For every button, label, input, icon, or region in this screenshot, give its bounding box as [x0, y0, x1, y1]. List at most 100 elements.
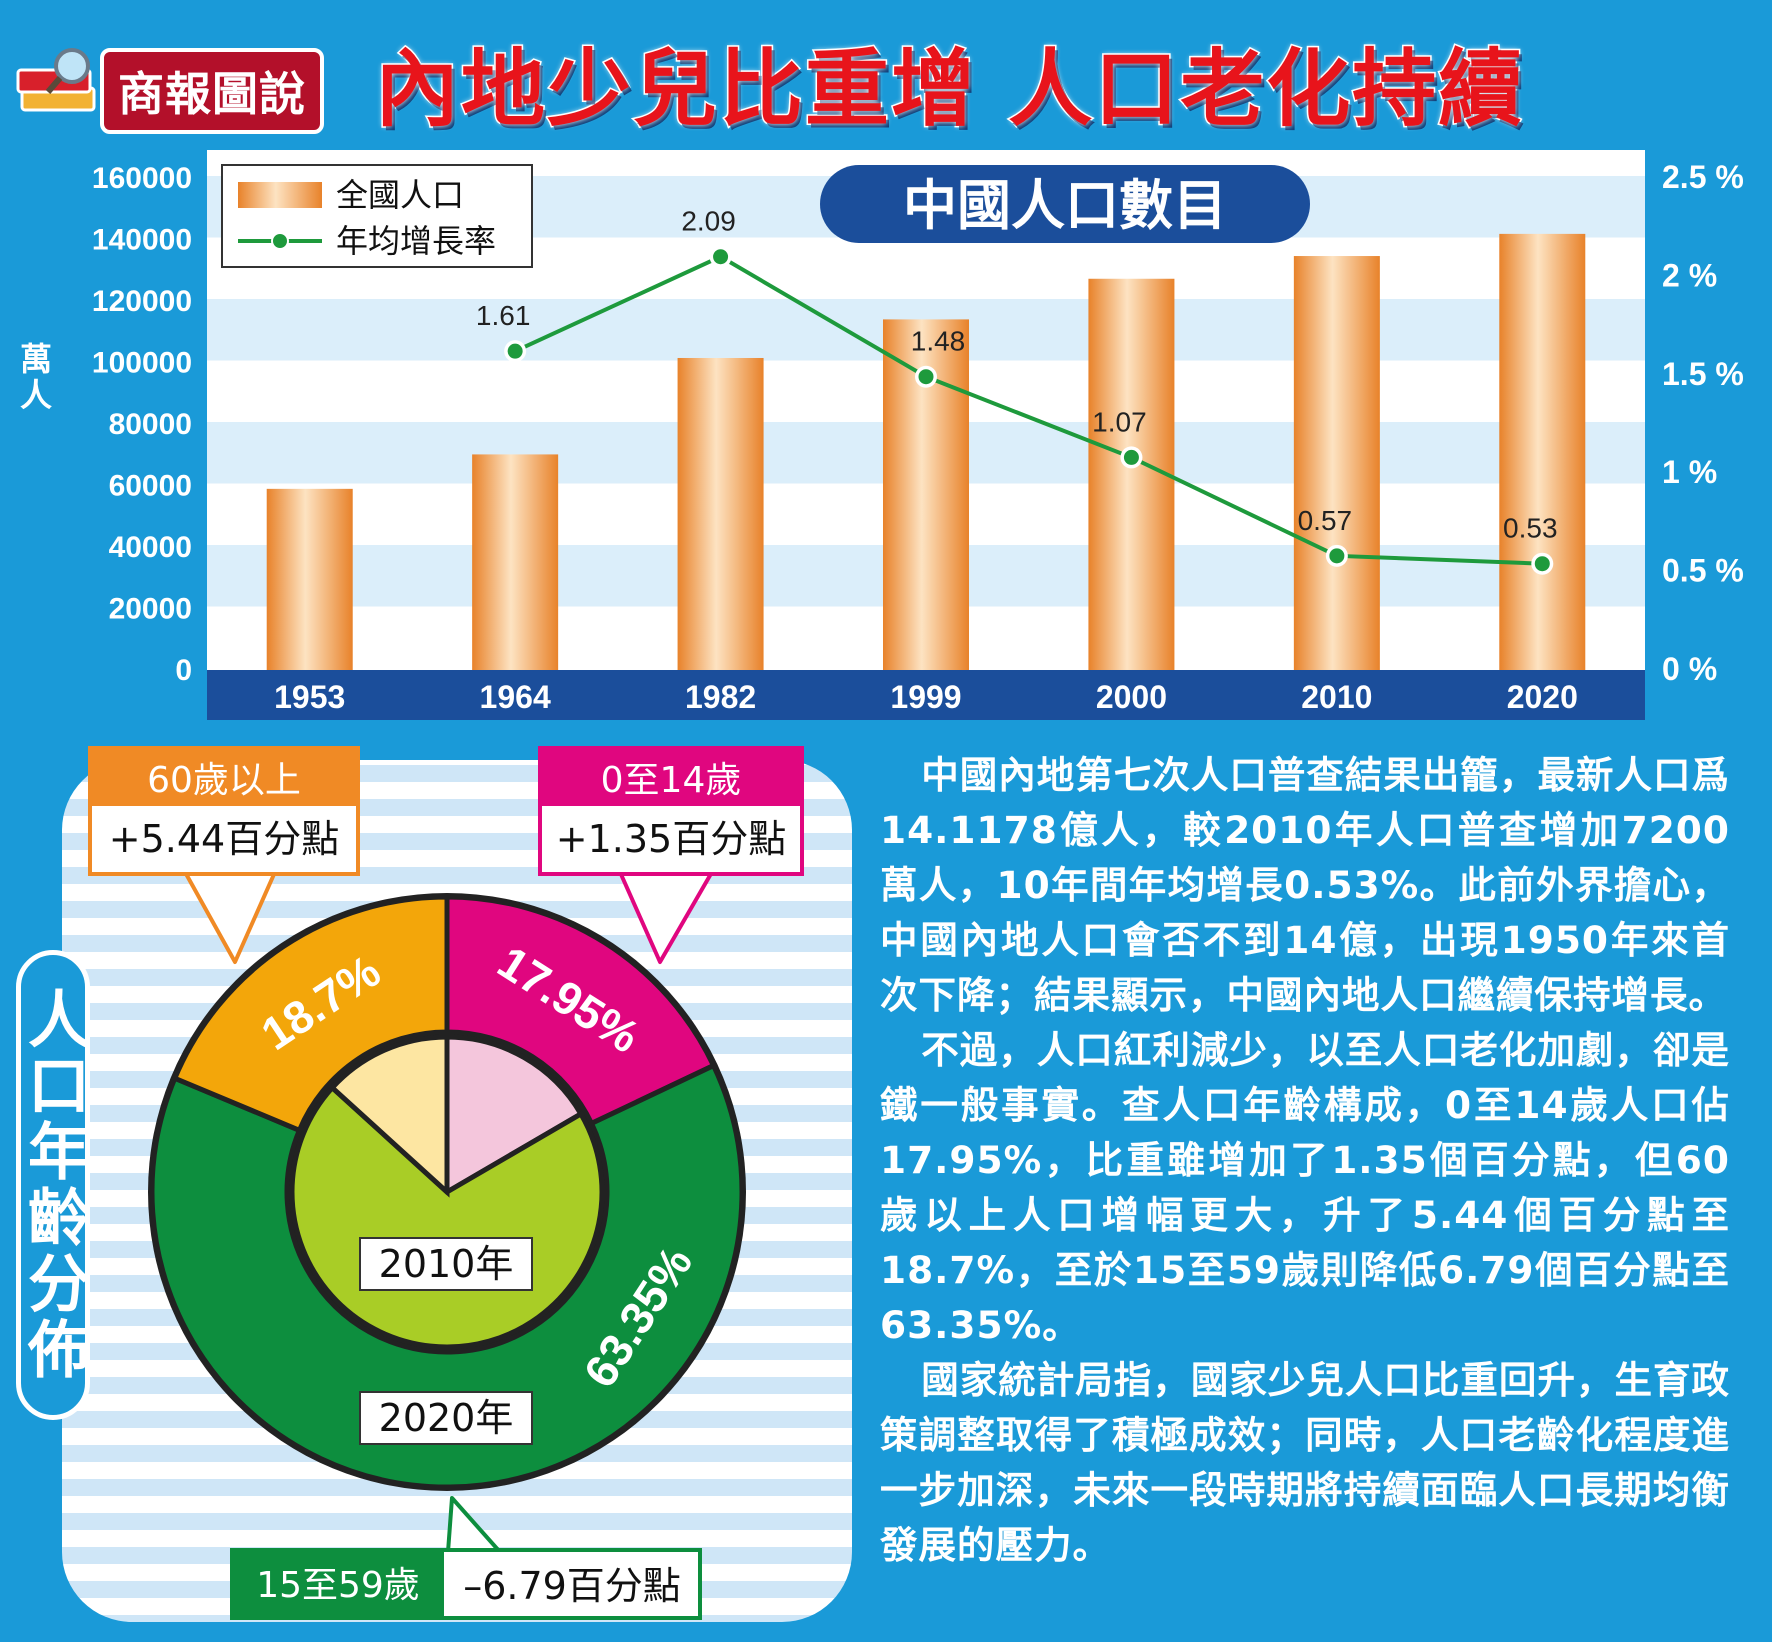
growth-rate-point-halo: [915, 365, 937, 388]
grid-band: [207, 360, 1645, 422]
population-bar: [1293, 256, 1380, 670]
growth-rate-point-halo: [1531, 552, 1554, 575]
grid-band: [207, 299, 1645, 361]
grid-band: [207, 237, 1645, 299]
population-bar: [266, 488, 353, 670]
age-slice: [444, 894, 717, 1127]
y-right-tick-label: 1 %: [1662, 454, 1717, 490]
growth-rate-line: [514, 254, 1543, 566]
growth-rate-point-halo: [504, 340, 527, 363]
x-tick-label: 1953: [274, 679, 345, 715]
inner-year-label: 2010年: [379, 1242, 514, 1286]
chart-title: 中國人口數目: [903, 174, 1227, 237]
growth-rate-point-halo: [1325, 544, 1348, 567]
y-left-tick-label: 40000: [109, 531, 192, 564]
child-callout-value: +1.35百分點: [556, 817, 786, 861]
article-paragraph: 不過，人口紅利減少，以至人口老化加劇，卻是鐵一般事實。查人口年齡構成，0至14歲…: [880, 1028, 1730, 1347]
article-body: 中國內地第七次人口普查結果出籠，最新人口爲14.1178億人，較2010年人口普…: [880, 748, 1730, 1573]
article-paragraph: 中國內地第七次人口普查結果出籠，最新人口爲14.1178億人，較2010年人口普…: [880, 753, 1730, 1017]
plot-background: [207, 150, 1645, 670]
senior-callout-title: 60歲以上: [147, 760, 301, 801]
grid-band: [207, 545, 1645, 607]
legend-line-marker: [271, 232, 289, 250]
x-tick-label: 2010: [1301, 679, 1372, 715]
x-tick-label: 1999: [890, 679, 961, 715]
x-tick-label: 2020: [1507, 679, 1578, 715]
age-slice-label: 63.35%: [573, 1237, 702, 1396]
y-left-axis-label: 萬: [20, 340, 52, 378]
x-tick-label: 2000: [1096, 679, 1167, 715]
growth-rate-point: [918, 369, 934, 385]
senior-callout-box: [88, 746, 360, 876]
y-left-tick-label: 0: [175, 654, 192, 687]
age-panel-background: [62, 760, 852, 1622]
working-callout-tail: [446, 1496, 502, 1554]
inner-year-box: [359, 1237, 533, 1291]
age-slice: [149, 1062, 745, 1490]
y-left-axis-label: 人: [20, 376, 52, 414]
population-bar: [472, 454, 559, 670]
senior-callout-tail: [183, 870, 277, 964]
growth-rate-point: [1123, 449, 1139, 465]
y-right-tick-label: 2.5 %: [1662, 159, 1744, 195]
growth-rate-point-halo: [1120, 446, 1143, 469]
population-chart: 0 20000 40000 60000 80000 100000 120000 140000 1…: [20, 150, 1744, 720]
growth-rate-point: [1329, 548, 1345, 564]
child-callout-box: [538, 746, 804, 876]
population-bar: [1499, 233, 1586, 670]
growth-rate-data-label: 1.07: [1092, 406, 1147, 437]
ring-outline: [148, 893, 746, 1491]
population-bar: [1088, 278, 1175, 670]
brand-badge: 商報圖說: [100, 48, 324, 134]
y-left-tick-label: 140000: [92, 224, 192, 257]
senior-callout-value: +5.44百分點: [109, 817, 339, 861]
growth-rate-data-label: 0.53: [1503, 513, 1558, 544]
age-slice: [444, 1034, 585, 1197]
page-title: 內地少兒比重增 人口老化持續: [373, 39, 1525, 140]
growth-rate-point: [507, 343, 523, 359]
y-left-tick-label: 60000: [109, 470, 192, 503]
working-callout-value: –6.79百分點: [463, 1564, 681, 1608]
working-callout-box: [230, 1548, 702, 1620]
age-slice-label: 18.7%: [252, 944, 389, 1060]
age-slice: [328, 1034, 450, 1198]
legend-bar-label: 全國人口: [336, 176, 464, 214]
grid-band: [207, 422, 1645, 484]
y-right-tick-label: 0.5 %: [1662, 553, 1744, 589]
growth-rate-data-label: 2.09: [681, 206, 736, 237]
growth-rate-data-label: 0.57: [1298, 505, 1353, 536]
y-right-tick-label: 1.5 %: [1662, 356, 1744, 392]
grid-band: [207, 483, 1645, 545]
growth-rate-data-label: 1.48: [911, 326, 966, 357]
outer-year-box: [359, 1391, 533, 1445]
article-paragraph: 國家統計局指，國家少兒人口比重回升，生育政策調整取得了積極成效；同時，人口老齡化…: [880, 1358, 1730, 1567]
outer-year-label: 2020年: [379, 1396, 514, 1440]
y-left-tick-label: 120000: [92, 285, 192, 318]
growth-rate-point: [713, 249, 729, 265]
y-left-tick-label: 100000: [92, 347, 192, 380]
age-distribution-chart: 17.95% 63.35% 18.7% 2010年 2020年 60歲以上 +5.44百分點…: [62, 746, 852, 1622]
growth-rate-data-label: 1.61: [476, 300, 531, 331]
senior-callout-header: [90, 748, 358, 806]
chart-title-pill: [820, 165, 1310, 243]
x-tick-label: 1964: [480, 679, 551, 715]
child-callout-header: [540, 748, 802, 806]
legend-line-label: 年均增長率: [336, 222, 496, 260]
x-tick-label: 1982: [685, 679, 756, 715]
y-left-tick-label: 160000: [92, 162, 192, 195]
age-slice: [171, 894, 450, 1134]
population-bar: [677, 357, 764, 670]
grid-band: [207, 606, 1645, 668]
growth-rate-point-halo: [709, 245, 732, 268]
y-right-tick-label: 2 %: [1662, 257, 1717, 293]
age-slice-label: 17.95%: [489, 936, 649, 1063]
child-callout-tail: [618, 870, 714, 964]
growth-rate-point: [1534, 556, 1550, 572]
y-left-tick-label: 20000: [109, 593, 192, 626]
grid-band: [207, 176, 1645, 238]
population-bar: [883, 319, 969, 670]
working-callout-title: 15至59歲: [256, 1565, 420, 1606]
age-slice: [289, 1084, 605, 1350]
book-logo-icon: [16, 48, 96, 112]
x-axis-band: [207, 670, 1645, 720]
